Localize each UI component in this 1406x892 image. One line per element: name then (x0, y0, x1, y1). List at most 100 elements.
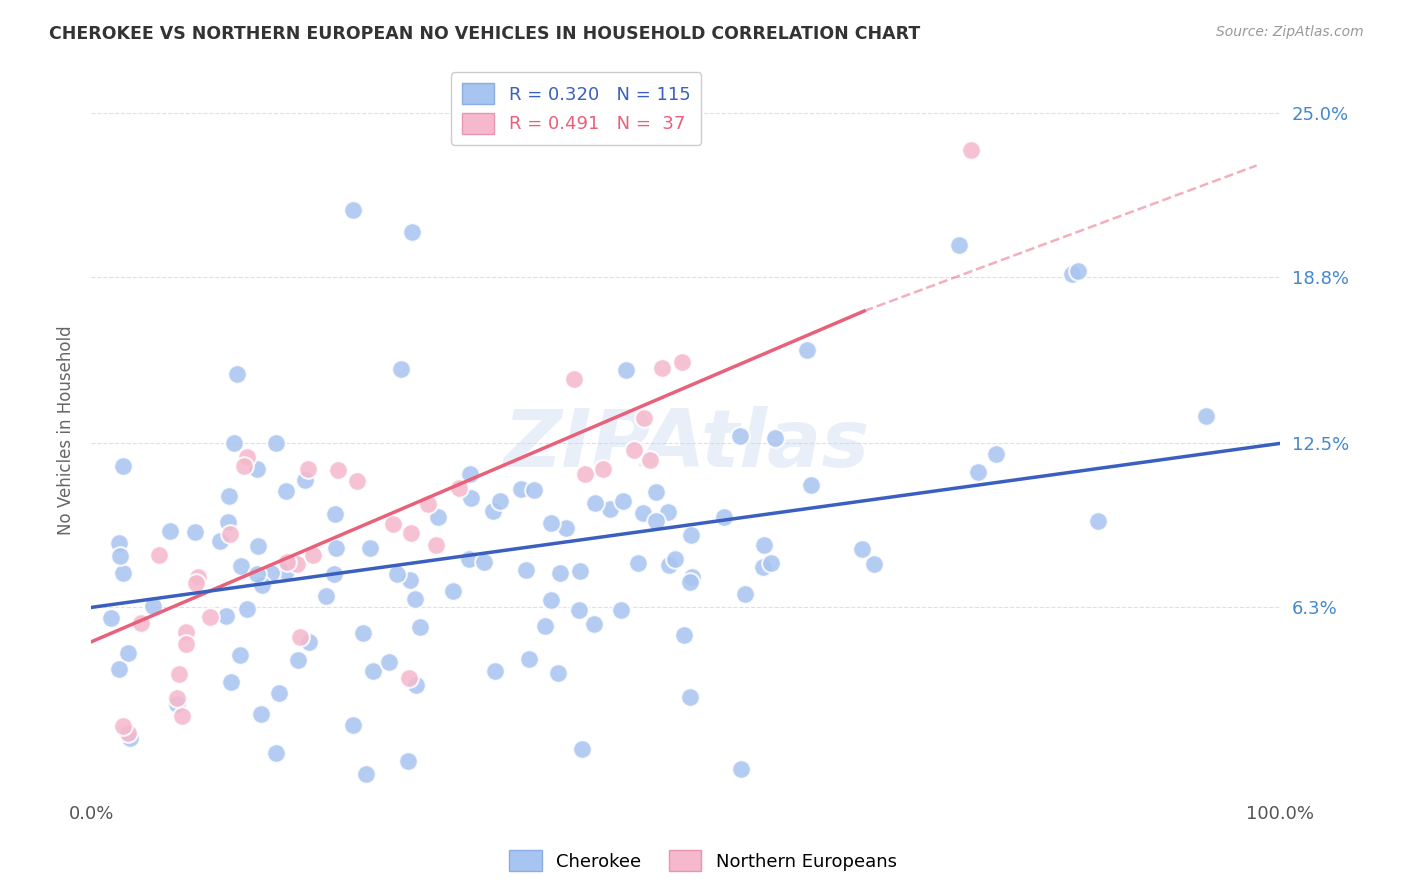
Point (401, 225, 423, 239)
Point (100, 610, 122, 624)
Point (610, 603, 633, 617)
Point (274, 564, 297, 578)
Point (118, 731, 141, 746)
Point (352, 625, 374, 640)
Point (215, 608, 238, 623)
Point (184, 524, 207, 539)
Point (517, 651, 540, 665)
Point (117, 646, 139, 660)
Point (166, 691, 188, 706)
Point (250, 706, 273, 721)
Text: ZIPAtlas: ZIPAtlas (503, 406, 869, 484)
Point (131, 615, 153, 630)
Point (399, 573, 422, 587)
Point (763, 431, 786, 445)
Point (633, 411, 655, 425)
Point (1067, 264, 1090, 278)
Point (107, 663, 129, 677)
Point (583, 496, 606, 510)
Point (405, 677, 427, 691)
Point (418, 497, 440, 511)
Point (425, 537, 447, 551)
Point (325, 541, 347, 556)
Point (664, 552, 686, 566)
Point (679, 575, 702, 590)
Point (562, 372, 585, 386)
Point (294, 473, 316, 487)
Point (484, 664, 506, 678)
Point (346, 475, 368, 489)
Point (172, 709, 194, 723)
Point (592, 462, 614, 476)
Point (960, 143, 983, 157)
Point (638, 453, 661, 467)
Point (217, 515, 239, 529)
Point (326, 463, 349, 477)
Point (198, 610, 221, 624)
Point (800, 478, 823, 492)
Point (460, 491, 482, 506)
Point (523, 483, 546, 497)
Point (426, 509, 449, 524)
Point (323, 566, 346, 581)
Point (246, 540, 269, 554)
Point (752, 560, 775, 574)
Point (396, 754, 419, 768)
Point (264, 746, 287, 760)
Point (734, 587, 756, 601)
Point (612, 494, 634, 508)
Point (264, 435, 287, 450)
Point (169, 666, 191, 681)
Point (301, 548, 323, 562)
Point (404, 592, 426, 607)
Point (449, 481, 471, 495)
Legend: R = 0.320   N = 115, R = 0.491   N =  37: R = 0.320 N = 115, R = 0.491 N = 37 (451, 72, 702, 145)
Point (657, 505, 679, 519)
Point (651, 361, 673, 376)
Point (250, 578, 273, 592)
Point (679, 690, 702, 704)
Point (759, 556, 782, 570)
Point (681, 528, 703, 542)
Point (381, 517, 404, 532)
Y-axis label: No Vehicles in Household: No Vehicles in Household (58, 326, 75, 535)
Point (298, 635, 321, 649)
Point (754, 538, 776, 552)
Point (851, 542, 873, 557)
Point (287, 653, 309, 667)
Point (315, 589, 337, 603)
Point (221, 675, 243, 690)
Point (228, 648, 250, 663)
Point (108, 549, 131, 563)
Point (187, 570, 209, 584)
Point (614, 363, 637, 377)
Point (730, 762, 752, 776)
Point (658, 558, 681, 573)
Point (377, 655, 399, 669)
Point (229, 559, 252, 574)
Point (208, 533, 231, 548)
Point (259, 566, 281, 581)
Point (458, 467, 481, 482)
Point (986, 447, 1008, 461)
Point (623, 443, 645, 458)
Point (117, 726, 139, 740)
Point (111, 719, 134, 733)
Point (1195, 409, 1218, 424)
Point (142, 599, 165, 614)
Point (967, 465, 990, 479)
Point (323, 508, 346, 522)
Point (342, 717, 364, 731)
Point (713, 510, 735, 524)
Point (548, 566, 571, 581)
Point (534, 619, 557, 633)
Point (574, 467, 596, 482)
Point (356, 767, 378, 781)
Point (458, 552, 481, 566)
Point (184, 576, 207, 591)
Point (568, 603, 591, 617)
Point (681, 570, 703, 584)
Point (1060, 267, 1083, 281)
Point (359, 541, 381, 555)
Point (948, 238, 970, 252)
